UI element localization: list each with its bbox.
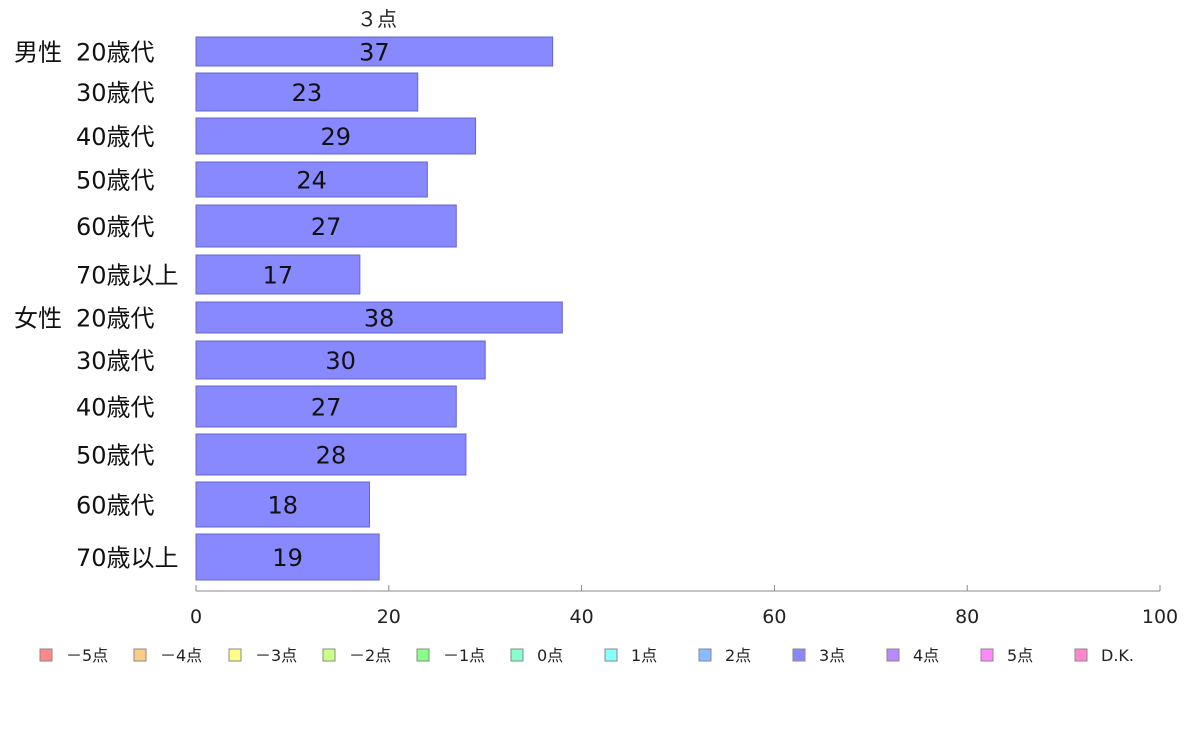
legend-swatch: [133, 648, 147, 662]
category-label: 30歳代: [76, 79, 155, 107]
legend-label: D.K.: [1101, 646, 1134, 665]
legend: －5点 －4点 －3点 －2点 －1点 0点 1点 2点 3点 4点 5点 D.K.: [39, 646, 1134, 665]
legend-label: 2点: [725, 646, 751, 665]
legend-swatch: [228, 648, 242, 662]
category-label: 60歳代: [76, 492, 155, 520]
legend-swatch: [1074, 648, 1088, 662]
x-tick-label: 40: [570, 606, 594, 628]
x-tick-label: 20: [377, 606, 401, 628]
legend-label: －3点: [255, 646, 297, 665]
category-label: 60歳代: [76, 213, 155, 241]
bar: [195, 204, 457, 248]
bar-value-label: 18: [267, 492, 298, 520]
category-label: 40歳代: [76, 123, 155, 151]
x-tick-label: 60: [762, 606, 786, 628]
column-title: ３点: [357, 7, 397, 31]
bar: [195, 301, 563, 334]
legend-swatch: [886, 648, 900, 662]
category-label: 50歳代: [76, 442, 155, 470]
legend-swatch: [322, 648, 336, 662]
x-tick-label: 0: [190, 606, 202, 628]
legend-label: 1点: [631, 646, 657, 665]
legend-label: －4点: [160, 646, 202, 665]
legend-swatch: [792, 648, 806, 662]
legend-label: 4点: [913, 646, 939, 665]
category-label: 50歳代: [76, 167, 155, 195]
legend-swatch: [416, 648, 430, 662]
bar-value-label: 27: [311, 213, 342, 241]
bar-value-label: 29: [321, 123, 352, 151]
bar: [195, 481, 371, 528]
legend-label: －5点: [66, 646, 108, 665]
x-axis: 0 20 40 60 80 100: [190, 585, 1178, 628]
bar: [195, 36, 554, 67]
legend-swatch: [980, 648, 994, 662]
legend-label: －1点: [443, 646, 485, 665]
bar-value-label: 30: [325, 347, 356, 375]
category-label: 40歳代: [76, 394, 155, 422]
bar: [195, 254, 361, 295]
bar: [195, 533, 380, 581]
bar-value-label: 28: [316, 442, 347, 470]
legend-label: 3点: [819, 646, 845, 665]
bar: [195, 340, 486, 380]
legend-label: －2点: [349, 646, 391, 665]
legend-swatch: [604, 648, 618, 662]
category-label: 70歳以上: [76, 544, 179, 572]
group-label-2: 女性: [14, 305, 62, 333]
bars-layer: 男性 20歳代 37 30歳代 23 40歳代 29 50歳代 24 60歳代 27 70歳以上 17 女…: [14, 36, 563, 581]
bar-value-label: 38: [364, 305, 395, 333]
category-label: 20歳代: [76, 39, 155, 67]
bar: [195, 117, 477, 155]
legend-swatch: [510, 648, 524, 662]
bar-value-label: 27: [311, 394, 342, 422]
bar-value-label: 19: [272, 544, 303, 572]
bar-value-label: 23: [292, 79, 323, 107]
bar-value-label: 17: [263, 262, 294, 290]
x-tick-label: 100: [1142, 606, 1178, 628]
bar: [195, 161, 428, 198]
legend-label: 5点: [1007, 646, 1033, 665]
bar: [195, 385, 457, 428]
bar-value-label: 37: [359, 39, 390, 67]
legend-swatch: [39, 648, 53, 662]
group-label-1: 男性: [14, 39, 62, 67]
x-tick-label: 80: [955, 606, 979, 628]
legend-label: 0点: [537, 646, 563, 665]
bar-value-label: 24: [296, 167, 327, 195]
category-label: 20歳代: [76, 305, 155, 333]
legend-swatch: [698, 648, 712, 662]
category-label: 30歳代: [76, 347, 155, 375]
category-label: 70歳以上: [76, 262, 179, 290]
bar: [195, 72, 419, 112]
bar: [195, 433, 467, 476]
